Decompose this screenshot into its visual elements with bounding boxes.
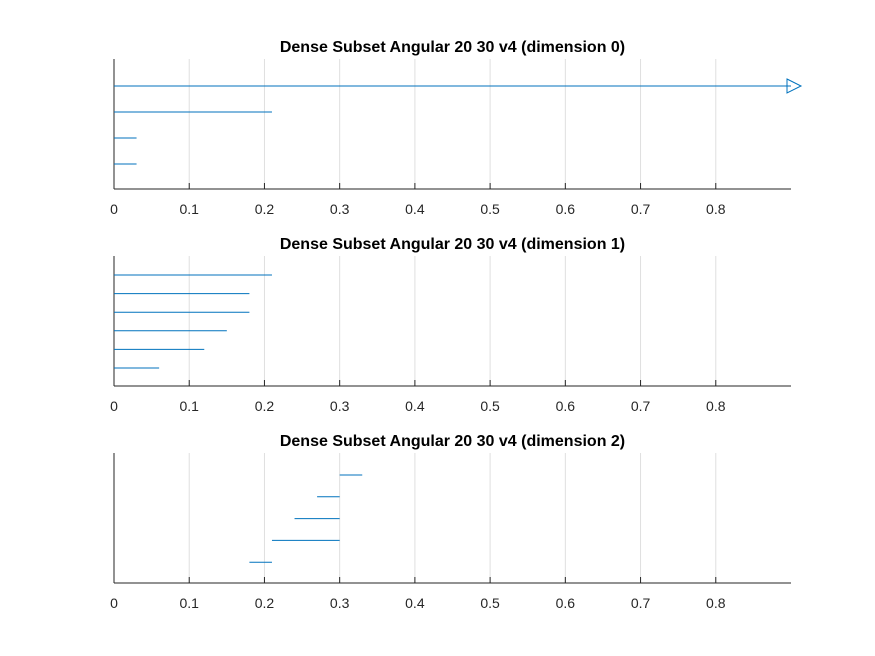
x-tick-label: 0.3 <box>330 595 350 611</box>
x-tick-label: 0.2 <box>255 398 275 414</box>
panel-1: Dense Subset Angular 20 30 v4 (dimension… <box>110 236 791 414</box>
x-tick-label: 0 <box>110 398 118 414</box>
x-tick-label: 0.5 <box>480 595 500 611</box>
x-tick-label: 0.3 <box>330 201 350 217</box>
x-tick-label: 0 <box>110 595 118 611</box>
x-tick-label: 0.6 <box>556 201 576 217</box>
x-tick-label: 0.8 <box>706 595 726 611</box>
x-tick-label: 0.1 <box>179 201 199 217</box>
x-tick-label: 0 <box>110 201 118 217</box>
x-tick-label: 0.3 <box>330 398 350 414</box>
x-tick-label: 0.4 <box>405 398 425 414</box>
x-tick-label: 0.7 <box>631 595 651 611</box>
x-tick-label: 0.8 <box>706 201 726 217</box>
x-tick-label: 0.6 <box>556 398 576 414</box>
x-tick-label: 0.2 <box>255 201 275 217</box>
x-tick-label: 0.7 <box>631 201 651 217</box>
x-tick-label: 0.5 <box>480 201 500 217</box>
x-tick-label: 0.2 <box>255 595 275 611</box>
x-tick-label: 0.1 <box>179 595 199 611</box>
panel-2: Dense Subset Angular 20 30 v4 (dimension… <box>110 433 791 611</box>
x-tick-label: 0.8 <box>706 398 726 414</box>
panel-0: Dense Subset Angular 20 30 v4 (dimension… <box>110 39 803 217</box>
x-tick-label: 0.7 <box>631 398 651 414</box>
overflow-arrow-marker <box>786 78 803 94</box>
x-tick-label: 0.4 <box>405 595 425 611</box>
chart-title: Dense Subset Angular 20 30 v4 (dimension… <box>280 433 625 450</box>
x-tick-label: 0.6 <box>556 595 576 611</box>
x-tick-label: 0.4 <box>405 201 425 217</box>
x-tick-label: 0.5 <box>480 398 500 414</box>
chart-title: Dense Subset Angular 20 30 v4 (dimension… <box>280 39 625 56</box>
chart-title: Dense Subset Angular 20 30 v4 (dimension… <box>280 236 625 253</box>
x-tick-label: 0.1 <box>179 398 199 414</box>
